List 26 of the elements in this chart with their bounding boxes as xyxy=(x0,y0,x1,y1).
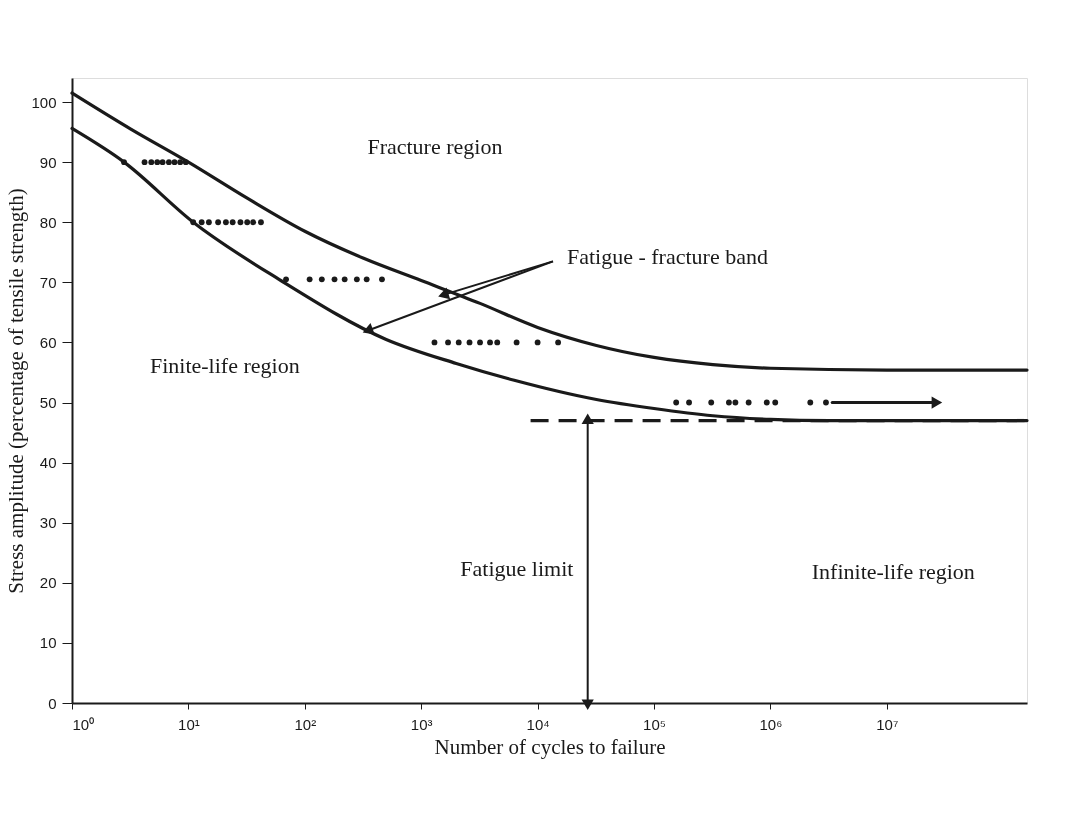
y-axis-title: Stress amplitude (percentage of tensile strength) xyxy=(4,188,29,594)
y-tick-label: 50 xyxy=(39,394,57,412)
x-tick-label: 10⁵ xyxy=(643,715,666,733)
y-tick-label: 90 xyxy=(39,153,57,171)
x-tick-label: 10⁴ xyxy=(526,715,550,733)
y-tick-label: 30 xyxy=(39,514,57,532)
y-tick-label: 60 xyxy=(39,333,57,351)
annotation: Fatigue limit xyxy=(460,555,574,581)
x-tick-label: 10⁷ xyxy=(876,715,899,733)
annotation: Fracture region xyxy=(367,133,503,159)
y-tick-label: 70 xyxy=(39,273,57,291)
annotation: Fatigue - fracture band xyxy=(566,244,768,270)
y-tick-label: 0 xyxy=(48,694,57,712)
y-tick-label: 40 xyxy=(39,454,57,472)
annotation: Infinite-life region xyxy=(811,558,975,584)
y-tick-label: 10 xyxy=(39,634,57,652)
y-tick-label: 100 xyxy=(31,93,57,111)
x-tick-label: 10³ xyxy=(410,715,433,733)
x-tick-label: 10¹ xyxy=(178,715,200,733)
y-tick-label: 80 xyxy=(39,213,57,231)
x-tick-label: 10⁶ xyxy=(759,715,783,733)
y-tick-label: 20 xyxy=(39,574,57,592)
annotation: Finite-life region xyxy=(149,352,300,378)
x-tick-label: 10⁰ xyxy=(72,715,95,733)
x-axis-title: Number of cycles to failure xyxy=(434,734,666,759)
x-tick-label: 10² xyxy=(294,715,317,733)
